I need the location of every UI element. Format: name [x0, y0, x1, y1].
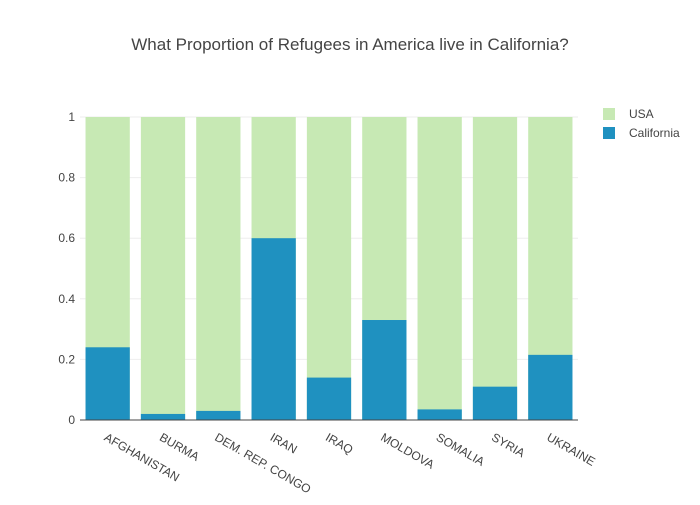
y-tick-label: 0: [68, 413, 75, 427]
bar-usa-iraq[interactable]: [306, 117, 352, 420]
bar-usa-dem-rep-congo[interactable]: [196, 117, 241, 420]
bar-california-iraq[interactable]: [306, 377, 352, 420]
x-tick-label: MOLDOVA: [378, 430, 436, 472]
bar-usa-syria[interactable]: [472, 117, 518, 420]
legend: USA California: [603, 107, 680, 140]
x-tick-label: DEM. REP. CONGO: [212, 430, 313, 496]
bar-usa-somalia[interactable]: [417, 117, 462, 420]
x-tick-label: UKRAINE: [544, 430, 597, 469]
x-tick-label: SOMALIA: [434, 430, 487, 469]
legend-label-usa[interactable]: USA: [629, 107, 654, 121]
x-tick-label: SYRIA: [489, 430, 527, 460]
y-tick-label: 0.4: [58, 292, 75, 306]
y-tick-label: 0.6: [58, 231, 75, 245]
y-tick-label: 0.2: [58, 352, 75, 366]
x-tick-label: IRAQ: [323, 430, 355, 457]
bars: [85, 117, 573, 420]
bar-california-ukraine[interactable]: [528, 354, 573, 420]
y-tick-label: 0.8: [58, 171, 75, 185]
bar-usa-burma[interactable]: [140, 117, 186, 420]
legend-label-california[interactable]: California: [629, 126, 680, 140]
bar-california-iran[interactable]: [251, 238, 296, 420]
bar-california-burma[interactable]: [140, 413, 186, 420]
bar-california-syria[interactable]: [472, 386, 518, 420]
legend-swatch-california[interactable]: [603, 127, 615, 139]
bar-california-somalia[interactable]: [417, 409, 462, 420]
chart-title: What Proportion of Refugees in America l…: [131, 35, 569, 54]
legend-swatch-usa[interactable]: [603, 108, 615, 120]
x-tick-label: IRAN: [268, 430, 300, 456]
bar-california-afghanistan[interactable]: [85, 347, 130, 420]
bar-california-moldova[interactable]: [362, 320, 407, 420]
x-tick-label: BURMA: [157, 430, 202, 464]
y-tick-label: 1: [68, 110, 75, 124]
bar-california-dem-rep-congo[interactable]: [196, 410, 241, 420]
